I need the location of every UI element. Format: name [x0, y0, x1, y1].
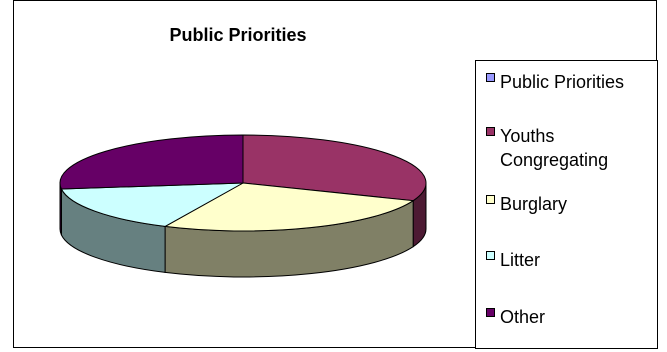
- pie-slice-youths-congregating: [242, 134, 427, 202]
- legend-swatch: [486, 251, 495, 260]
- chart-title: Public Priorities: [169, 25, 307, 45]
- legend-swatch: [486, 127, 495, 136]
- pie-slice-burglary: [163, 182, 415, 232]
- chart-legend: Public Priorities Youths Congregating Burg…: [475, 60, 658, 349]
- chart-area: Public Priorities Public Priorities Youth…: [13, 0, 658, 349]
- legend-label: Litter: [500, 250, 541, 270]
- pie-slice-litter: [60, 182, 244, 227]
- pie-side-other: [59, 182, 62, 236]
- legend-swatch: [486, 308, 495, 317]
- pie-slice-other: [59, 134, 244, 190]
- legend-label: Youths Congregating: [500, 126, 609, 170]
- legend-swatch: [486, 73, 495, 82]
- legend-label: Public Priorities: [500, 72, 625, 92]
- pie-chart: [59, 134, 427, 278]
- legend-swatch: [486, 195, 495, 204]
- legend-label: Other: [500, 307, 546, 327]
- legend-label: Burglary: [500, 194, 568, 214]
